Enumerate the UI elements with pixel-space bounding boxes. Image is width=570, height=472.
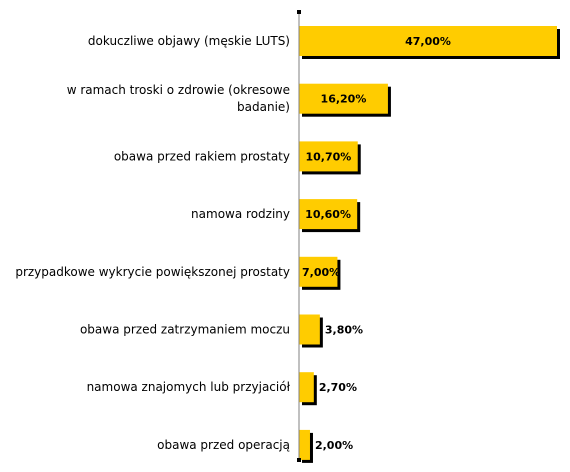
category-label: przypadkowe wykrycie powiększonej prosta… [15,265,290,279]
bar [299,256,338,287]
category-labels: dokuczliwe objawy (męskie LUTS) w ramach … [15,34,290,452]
bar [299,141,358,172]
axis-end-marker [297,10,301,14]
value-label: 7,00% [302,266,340,279]
value-label: 10,60% [305,208,351,221]
bars [299,26,557,460]
value-label: 47,00% [405,35,451,48]
value-label: 2,70% [319,381,357,394]
category-label: dokuczliwe objawy (męskie LUTS) [88,34,290,48]
value-label: 2,00% [315,439,353,452]
bar [299,314,320,345]
value-label: 16,20% [321,93,367,106]
value-label: 3,80% [325,324,363,337]
value-label: 10,70% [305,150,351,163]
bar [299,429,310,460]
category-label: obawa przed rakiem prostaty [114,149,290,163]
value-labels: 47,00% 16,20% 10,70% 10,60% 7,00% 3,80% 2,70% 2… [302,35,451,452]
category-label: obawa przed operacją [157,438,290,452]
axis-end-marker [297,458,301,462]
bar [299,199,358,230]
bar [299,83,388,114]
bar [299,26,557,56]
bar [299,372,314,403]
category-label: obawa przed zatrzymaniem moczu [80,323,290,337]
category-axis [297,10,301,462]
category-label: namowa rodziny [191,207,290,221]
category-label: w ramach troski o zdrowie (okresowe badan… [67,83,290,114]
category-label: namowa znajomych lub przyjaciół [87,380,291,394]
